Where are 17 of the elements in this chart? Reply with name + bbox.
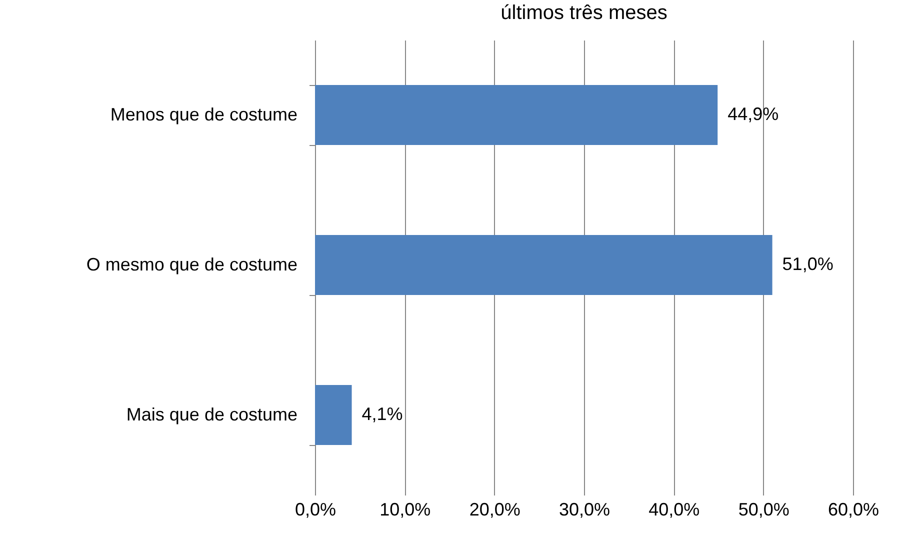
x-tick-label: 20,0% bbox=[469, 500, 520, 520]
bar bbox=[315, 85, 718, 145]
bar bbox=[315, 385, 352, 445]
data-label: 44,9% bbox=[728, 104, 779, 124]
y-tick-label: Mais que de costume bbox=[126, 404, 298, 424]
x-tick-label: 10,0% bbox=[380, 500, 431, 520]
x-tick-label: 0,0% bbox=[294, 500, 336, 520]
bar bbox=[315, 235, 772, 295]
data-label: 4,1% bbox=[362, 404, 403, 424]
x-tick-label: 50,0% bbox=[738, 500, 790, 520]
x-tick-label: 30,0% bbox=[558, 500, 610, 520]
y-tick-label: O mesmo que de costume bbox=[86, 254, 298, 274]
chart-title: últimos três meses bbox=[500, 2, 668, 24]
x-tick-label: 40,0% bbox=[648, 500, 700, 520]
y-tick-label: Menos que de costume bbox=[110, 104, 298, 124]
data-label: 51,0% bbox=[782, 254, 834, 274]
x-tick-label: 60,0% bbox=[828, 500, 880, 520]
